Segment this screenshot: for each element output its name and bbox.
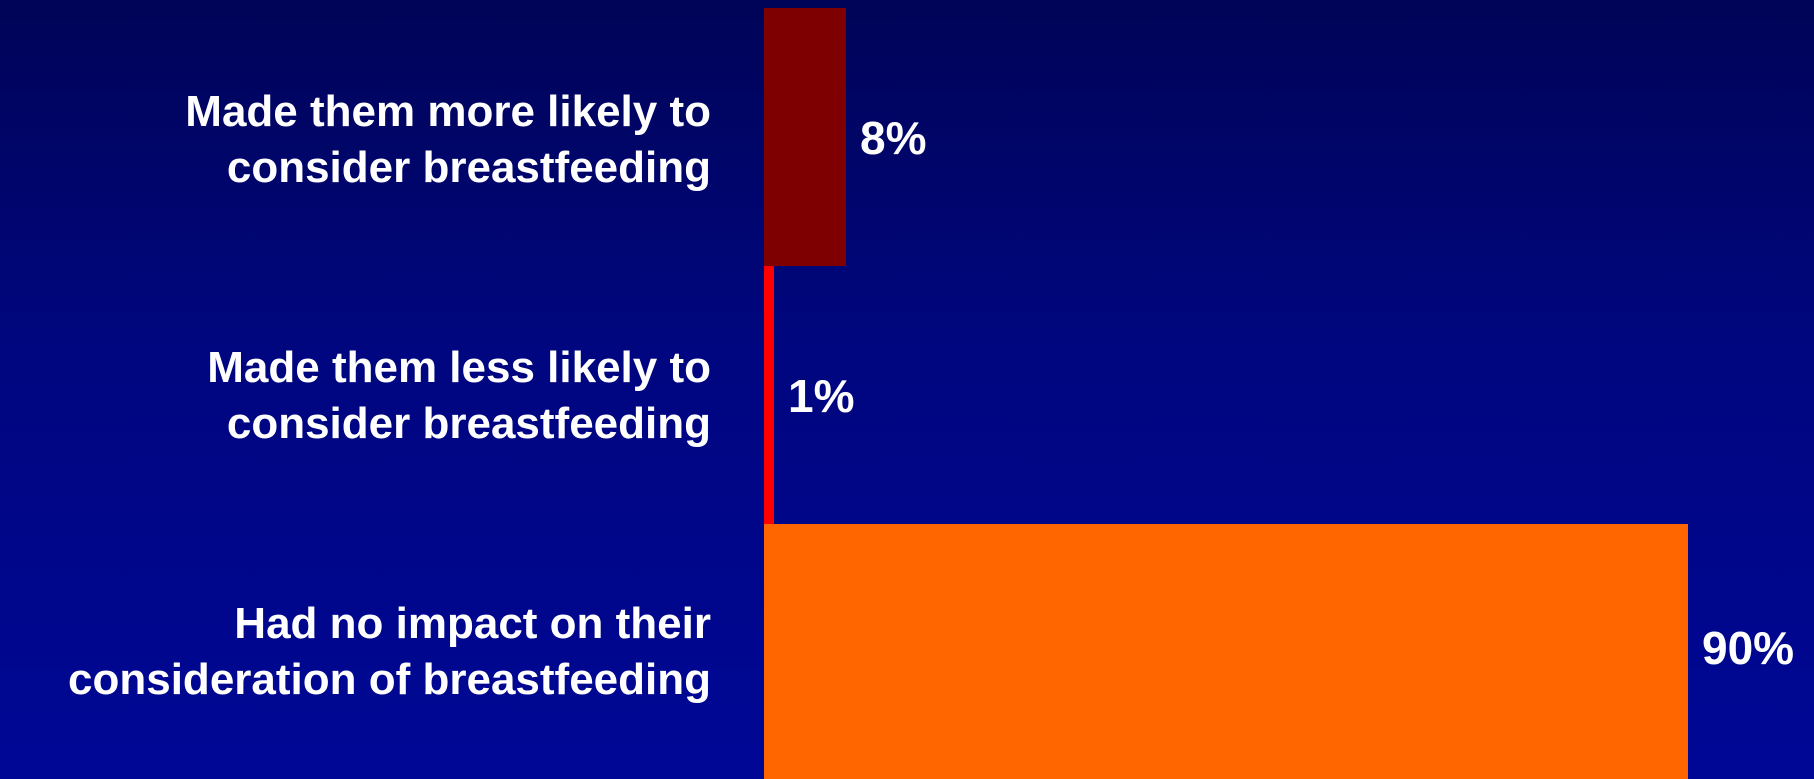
category-label-more-likely: Made them more likely to consider breast… [185,87,711,192]
bar-less-likely [764,266,774,524]
bar-more-likely [764,8,846,266]
value-label-no-impact: 90% [1702,622,1795,674]
bar-no-impact [764,524,1688,779]
category-label-less-likely: Made them less likely to consider breast… [207,343,711,448]
value-label-more-likely: 8% [860,112,927,164]
category-label-no-impact: Had no impact on their consideration of … [68,599,711,704]
value-label-less-likely: 1% [788,370,855,422]
